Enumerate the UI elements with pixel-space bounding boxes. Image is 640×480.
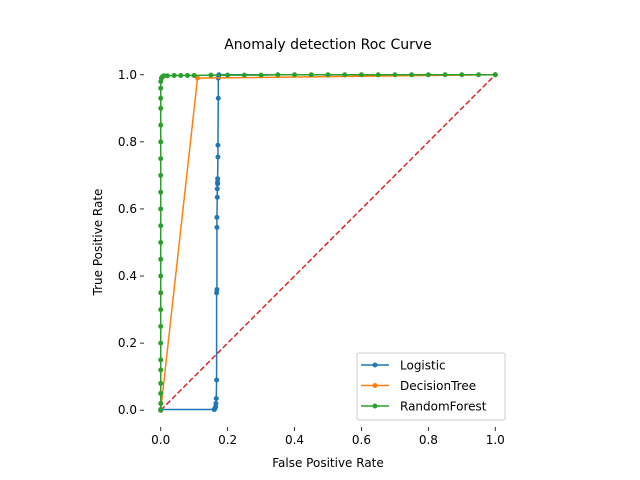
randomforest-point — [178, 72, 184, 78]
y-tick-label: 0.8 — [118, 135, 137, 149]
randomforest-point — [164, 73, 170, 79]
randomforest-point — [342, 72, 348, 78]
plot-area — [158, 72, 498, 413]
randomforest-point — [158, 206, 164, 212]
randomforest-point — [492, 72, 498, 78]
randomforest-point — [225, 72, 231, 78]
y-tick-label: 0.2 — [118, 336, 137, 350]
randomforest-point — [158, 307, 164, 313]
logistic-point — [214, 186, 220, 192]
randomforest-point — [392, 72, 398, 78]
randomforest-point — [158, 85, 164, 91]
randomforest-point — [241, 72, 247, 78]
randomforest-point — [459, 72, 465, 78]
legend-box — [356, 352, 506, 421]
randomforest-point — [325, 72, 331, 78]
logistic-point — [215, 142, 221, 148]
randomforest-point — [308, 72, 314, 78]
randomforest-point — [375, 72, 381, 78]
randomforest-point — [409, 72, 415, 78]
randomforest-point — [158, 122, 164, 128]
randomforest-point — [425, 72, 431, 78]
logistic-point — [214, 224, 220, 230]
randomforest-point — [158, 273, 164, 279]
legend-label: RandomForest — [400, 400, 487, 414]
x-tick-label: 0.6 — [352, 433, 371, 447]
randomforest-point — [208, 72, 214, 78]
y-tick-label: 0.4 — [118, 269, 137, 283]
logistic-point — [214, 214, 220, 220]
randomforest-point — [158, 357, 164, 363]
x-axis: 0.0 0.2 0.4 0.6 0.8 1.0 — [151, 427, 505, 447]
x-tick-label: 0.0 — [151, 433, 170, 447]
randomforest-point — [442, 72, 448, 78]
randomforest-point — [158, 172, 164, 178]
randomforest-point — [275, 72, 281, 78]
randomforest-point — [158, 290, 164, 296]
randomforest-point — [158, 407, 164, 413]
x-axis-label: False Positive Rate — [272, 456, 384, 470]
randomforest-point — [158, 139, 164, 145]
randomforest-point — [158, 256, 164, 262]
legend: Logistic DecisionTree RandomForest — [356, 352, 506, 421]
randomforest-point — [158, 223, 164, 229]
randomforest-point — [158, 367, 164, 373]
randomforest-point — [358, 72, 364, 78]
randomforest-point — [158, 323, 164, 329]
logistic-point — [215, 176, 221, 182]
legend-marker — [372, 362, 378, 368]
x-tick-label: 0.2 — [218, 433, 237, 447]
x-tick-label: 0.4 — [285, 433, 304, 447]
y-axis: 0.0 0.2 0.4 0.6 0.8 1.0 — [118, 68, 144, 417]
decisiontree-point — [195, 75, 201, 81]
randomforest-point — [292, 72, 298, 78]
randomforest-point — [258, 72, 264, 78]
reference-diagonal-line — [160, 74, 496, 411]
logistic-point — [213, 401, 219, 407]
y-tick-label: 1.0 — [118, 68, 137, 82]
legend-label: Logistic — [400, 359, 446, 373]
randomforest-point — [158, 380, 164, 386]
x-tick-label: 0.8 — [419, 433, 438, 447]
legend-marker — [372, 383, 378, 388]
y-tick-label: 0.0 — [118, 403, 137, 417]
logistic-point — [214, 286, 220, 292]
logistic-point — [214, 377, 220, 383]
chart-title: Anomaly detection Roc Curve — [224, 37, 432, 53]
logistic-point — [215, 154, 221, 160]
randomforest-point — [158, 240, 164, 245]
randomforest-point — [158, 390, 164, 396]
legend-marker — [372, 403, 378, 409]
y-tick-label: 0.6 — [118, 202, 137, 216]
randomforest-point — [158, 156, 164, 162]
randomforest-point — [158, 189, 164, 195]
randomforest-point — [158, 105, 164, 111]
x-tick-label: 1.0 — [486, 433, 505, 447]
randomforest-point — [184, 72, 190, 78]
logistic-point — [213, 395, 219, 401]
randomforest-point — [158, 340, 164, 346]
randomforest-point — [158, 95, 164, 101]
randomforest-point — [158, 401, 164, 407]
randomforest-point — [191, 72, 197, 78]
legend-label: DecisionTree — [400, 379, 476, 393]
randomforest-point — [476, 72, 482, 78]
logistic-point — [215, 95, 221, 101]
y-axis-label: True Positive Rate — [91, 189, 105, 297]
logistic-point — [214, 194, 220, 200]
randomforest-point — [171, 72, 177, 78]
